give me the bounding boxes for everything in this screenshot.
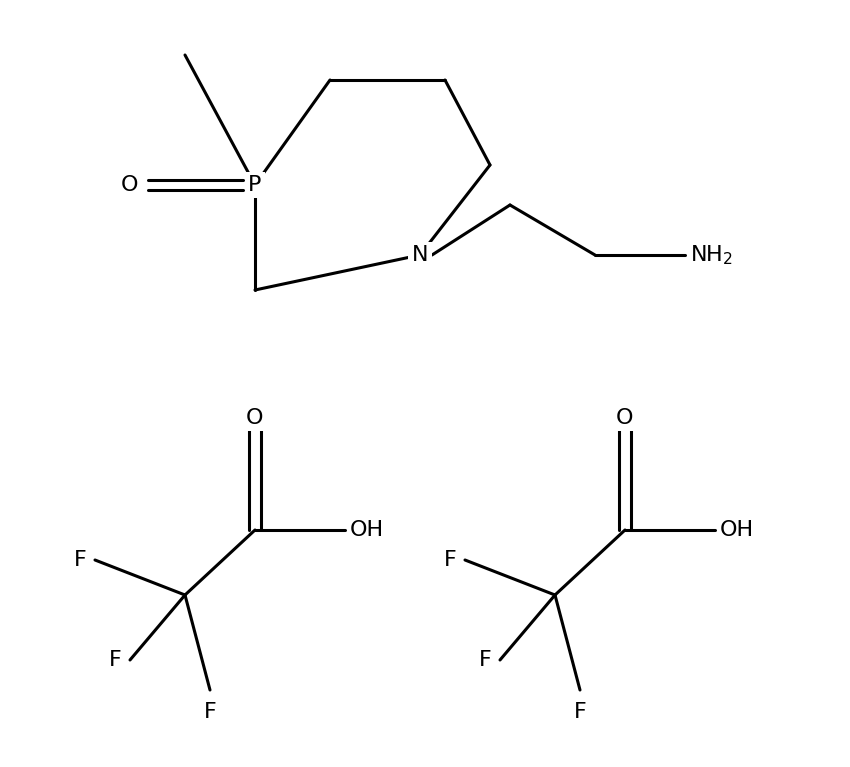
Text: F: F (479, 650, 492, 670)
Text: O: O (122, 175, 139, 195)
Text: OH: OH (350, 520, 384, 540)
Text: F: F (110, 650, 122, 670)
Text: F: F (445, 550, 457, 570)
Text: F: F (574, 702, 586, 722)
Text: P: P (248, 175, 262, 195)
Text: O: O (616, 408, 634, 428)
Text: O: O (246, 408, 264, 428)
Text: OH: OH (720, 520, 754, 540)
Text: NH$_2$: NH$_2$ (690, 243, 733, 267)
Text: F: F (74, 550, 87, 570)
Text: N: N (411, 245, 428, 265)
Text: F: F (204, 702, 217, 722)
